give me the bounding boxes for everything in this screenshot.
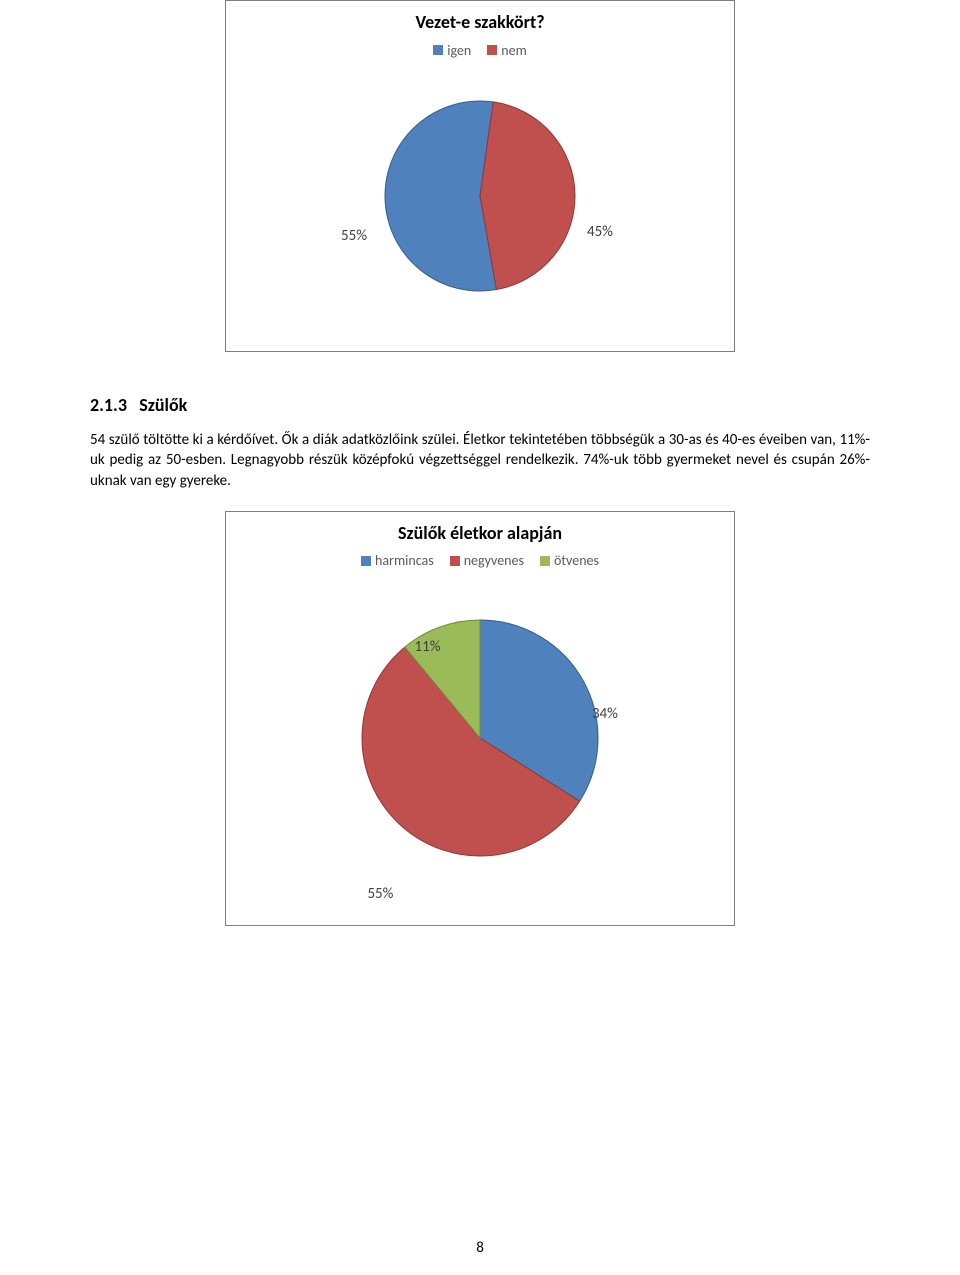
pie-wrap: 55% 45% [226, 99, 734, 371]
legend-label: igen [447, 42, 471, 59]
legend-swatch [433, 45, 443, 55]
pie-svg [383, 99, 577, 293]
section-title: Szülők [139, 394, 187, 416]
section-heading: 2.1.3 Szülők [90, 394, 870, 416]
legend-swatch [487, 45, 497, 55]
pie-slice-label: 45% [587, 223, 613, 241]
pie-chart-szakkor: Vezet-e szakkört? igen nem 55% 45% [225, 0, 735, 352]
pie-wrap: 34% 55% 11% [226, 618, 734, 953]
pie-slice-label: 11% [415, 638, 441, 656]
pie-slice-label: 34% [592, 705, 618, 723]
legend-item: harmincas [361, 552, 434, 569]
legend-swatch [450, 556, 460, 566]
pie-chart-eletkor: Szülők életkor alapján harmincas negyvene… [225, 511, 735, 926]
page: Vezet-e szakkört? igen nem 55% 45% 2.1.3 S… [0, 0, 960, 1275]
section: 2.1.3 Szülők 54 szülő töltötte ki a kérd… [90, 394, 870, 491]
legend-item: ötvenes [540, 552, 599, 569]
legend-label: nem [501, 42, 527, 59]
body-paragraph: 54 szülő töltötte ki a kérdőívet. Ők a d… [90, 430, 870, 491]
chart-legend: igen nem [226, 41, 734, 60]
page-number: 8 [0, 1239, 960, 1257]
legend-label: negyvenes [464, 552, 524, 569]
legend-label: harmincas [375, 552, 434, 569]
legend-swatch [540, 556, 550, 566]
legend-swatch [361, 556, 371, 566]
section-number: 2.1.3 [90, 394, 127, 416]
pie-slice-label: 55% [367, 885, 393, 903]
legend-item: igen [433, 42, 471, 59]
chart-legend: harmincas negyvenes ötvenes [226, 552, 734, 571]
chart-title: Szülők életkor alapján [226, 512, 734, 544]
pie-svg [360, 618, 600, 858]
legend-item: nem [487, 42, 527, 59]
pie-slice-label: 55% [341, 227, 367, 245]
pie-slice [480, 102, 575, 290]
legend-item: negyvenes [450, 552, 524, 569]
legend-label: ötvenes [554, 552, 599, 569]
chart-title: Vezet-e szakkört? [226, 1, 734, 33]
